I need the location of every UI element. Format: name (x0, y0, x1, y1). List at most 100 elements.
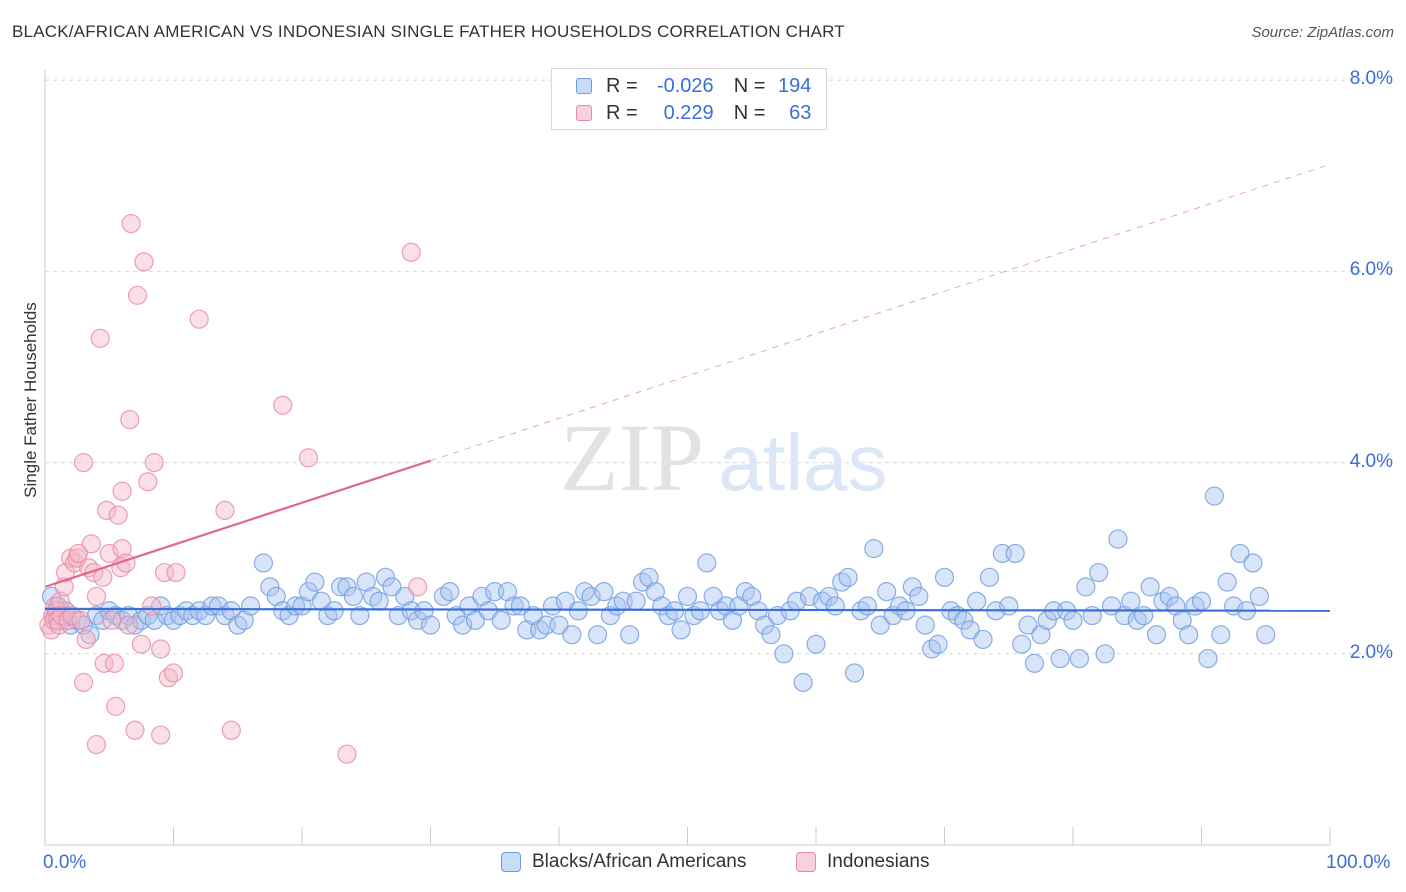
legend-n-value: 63 (789, 101, 812, 124)
legend-n-label: N = (733, 74, 766, 97)
point-blacks (806, 634, 826, 654)
point-blacks (967, 591, 987, 611)
point-blacks (478, 601, 498, 621)
point-indonesians (134, 252, 154, 272)
point-blacks (1179, 625, 1199, 645)
point-blacks (973, 629, 993, 650)
point-blacks (587, 625, 608, 645)
point-blacks (1082, 605, 1102, 626)
point-blacks (825, 596, 845, 616)
point-indonesians (166, 562, 186, 583)
point-blacks (562, 625, 582, 645)
legend-swatch-pink (576, 105, 592, 121)
point-blacks (1095, 644, 1115, 664)
point-blacks (208, 596, 229, 616)
chart-title: BLACK/AFRICAN AMERICAN VS INDONESIAN SIN… (12, 22, 845, 41)
point-blacks (864, 539, 884, 559)
point-blacks (241, 596, 261, 616)
y-tick-label: 4.0% (1349, 450, 1393, 472)
point-blacks (793, 672, 813, 693)
legend-n-label: N = (733, 101, 766, 124)
point-blacks (722, 610, 743, 630)
point-blacks (671, 620, 691, 640)
point-blacks (1249, 586, 1269, 607)
point-indonesians (142, 596, 162, 616)
point-blacks (330, 577, 351, 597)
point-indonesians (50, 591, 71, 611)
trendline-indonesians (44, 459, 431, 588)
point-indonesians (108, 505, 128, 525)
legend-swatch-blue (576, 78, 592, 94)
trendline-blacks (44, 607, 1331, 612)
point-indonesians (94, 653, 114, 673)
watermark: ZIP atlas (560, 404, 887, 511)
point-indonesians (138, 472, 158, 492)
watermark-atlas: atlas (719, 418, 888, 507)
point-indonesians (118, 615, 139, 635)
point-blacks (639, 567, 659, 587)
point-blacks (1063, 610, 1083, 630)
point-blacks (877, 582, 897, 602)
point-indonesians (215, 500, 235, 520)
point-blacks (1005, 543, 1025, 564)
point-blacks (388, 605, 408, 626)
point-indonesians (337, 744, 357, 764)
point-blacks (979, 567, 1000, 587)
point-blacks (337, 577, 357, 597)
point-indonesians (163, 663, 184, 683)
point-blacks (954, 610, 974, 630)
legend-item-indonesians[interactable]: Indonesians (796, 851, 929, 873)
point-indonesians (127, 285, 148, 305)
legend-r-value: -0.026 (656, 74, 714, 97)
legend-label-blacks: Blacks/African Americans (532, 851, 747, 872)
legend-item-blacks[interactable]: Blacks/African Americans (501, 851, 746, 873)
point-blacks (819, 586, 839, 607)
point-blacks (1011, 634, 1032, 654)
point-blacks (523, 605, 543, 626)
point-blacks (902, 577, 922, 597)
point-blacks (1140, 577, 1160, 597)
legend-r-label: R = (606, 74, 638, 97)
point-blacks (1198, 648, 1218, 669)
point-blacks (324, 601, 344, 621)
point-blacks (1050, 648, 1070, 669)
point-blacks (838, 567, 858, 587)
point-indonesians (298, 448, 319, 468)
point-blacks (382, 577, 402, 597)
point-blacks (549, 615, 569, 635)
point-blacks (645, 582, 665, 602)
point-indonesians (73, 453, 94, 473)
point-blacks (1217, 572, 1237, 592)
legend-row-indonesians: R = 0.229 N = 63 (576, 100, 811, 126)
point-blacks (697, 553, 717, 573)
point-indonesians (104, 653, 124, 673)
point-indonesians (131, 634, 151, 654)
point-blacks (1211, 625, 1231, 645)
point-blacks (761, 625, 781, 645)
point-blacks (491, 610, 511, 630)
point-blacks (774, 644, 794, 664)
point-blacks (1146, 625, 1167, 645)
point-indonesians (151, 725, 171, 745)
point-indonesians (154, 562, 175, 583)
point-blacks (1230, 543, 1250, 564)
point-blacks (1121, 591, 1141, 611)
y-tick-label: 6.0% (1349, 259, 1393, 281)
point-blacks (1024, 653, 1045, 673)
point-blacks (1256, 625, 1276, 645)
point-blacks (1159, 586, 1179, 607)
point-blacks (498, 582, 518, 602)
point-indonesians (401, 242, 421, 262)
point-indonesians (73, 672, 94, 693)
x-tick-label-min: 0.0% (43, 852, 87, 873)
correlation-legend: R = -0.026 N = 194 R = 0.229 N = 63 (551, 68, 827, 130)
point-blacks (420, 615, 441, 635)
point-blacks (253, 553, 274, 573)
point-blacks (446, 605, 466, 626)
point-blacks (408, 610, 428, 630)
point-blacks (234, 610, 254, 630)
point-blacks (343, 586, 363, 607)
point-blacks (414, 601, 434, 621)
point-blacks (857, 596, 878, 616)
point-blacks (305, 572, 325, 592)
